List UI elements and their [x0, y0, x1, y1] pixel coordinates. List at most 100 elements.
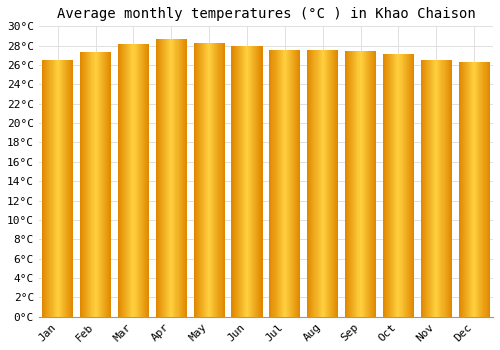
Bar	[121, 44, 122, 317]
Bar	[276, 49, 278, 317]
Bar	[172, 39, 174, 317]
Bar	[421, 60, 422, 317]
Bar	[250, 46, 251, 317]
Bar	[168, 39, 170, 317]
Bar	[251, 46, 252, 317]
Bar	[292, 49, 293, 317]
Bar	[347, 51, 348, 317]
Bar	[468, 62, 469, 317]
Bar	[295, 49, 296, 317]
Bar	[408, 54, 409, 317]
Bar	[176, 39, 178, 317]
Bar	[471, 62, 472, 317]
Bar	[383, 54, 384, 317]
Bar	[328, 49, 329, 317]
Bar	[118, 44, 119, 317]
Bar	[432, 60, 433, 317]
Bar	[134, 44, 136, 317]
Bar	[252, 46, 253, 317]
Bar	[462, 62, 463, 317]
Bar	[391, 54, 392, 317]
Bar	[486, 62, 488, 317]
Bar	[44, 60, 46, 317]
Bar	[427, 60, 428, 317]
Bar	[470, 62, 471, 317]
Bar	[241, 46, 242, 317]
Bar	[163, 39, 164, 317]
Bar	[253, 46, 254, 317]
Bar	[102, 52, 103, 317]
Bar	[238, 46, 240, 317]
Bar	[120, 44, 121, 317]
Bar	[307, 49, 308, 317]
Bar	[293, 49, 294, 317]
Bar	[364, 51, 366, 317]
Bar	[98, 52, 100, 317]
Bar	[373, 51, 374, 317]
Bar	[204, 43, 205, 317]
Bar	[162, 39, 163, 317]
Bar	[258, 46, 260, 317]
Bar	[42, 60, 43, 317]
Bar	[324, 49, 325, 317]
Bar	[85, 52, 86, 317]
Bar	[234, 46, 236, 317]
Bar	[360, 51, 362, 317]
Bar	[66, 60, 67, 317]
Bar	[178, 39, 180, 317]
Bar	[402, 54, 404, 317]
Bar	[325, 49, 326, 317]
Bar	[469, 62, 470, 317]
Bar	[384, 54, 385, 317]
Bar	[86, 52, 88, 317]
Bar	[270, 49, 272, 317]
Bar	[312, 49, 314, 317]
Bar	[184, 39, 186, 317]
Bar	[446, 60, 448, 317]
Bar	[465, 62, 466, 317]
Bar	[208, 43, 209, 317]
Bar	[438, 60, 440, 317]
Bar	[350, 51, 352, 317]
Bar	[290, 49, 291, 317]
Bar	[326, 49, 327, 317]
Bar	[214, 43, 216, 317]
Bar	[68, 60, 69, 317]
Bar	[329, 49, 330, 317]
Bar	[318, 49, 320, 317]
Bar	[412, 54, 413, 317]
Bar	[308, 49, 310, 317]
Bar	[356, 51, 358, 317]
Bar	[280, 49, 282, 317]
Bar	[448, 60, 450, 317]
Bar	[374, 51, 375, 317]
Bar	[370, 51, 371, 317]
Bar	[71, 60, 72, 317]
Bar	[409, 54, 410, 317]
Bar	[166, 39, 167, 317]
Bar	[423, 60, 424, 317]
Bar	[440, 60, 442, 317]
Bar	[70, 60, 71, 317]
Bar	[72, 60, 74, 317]
Bar	[90, 52, 92, 317]
Bar	[67, 60, 68, 317]
Bar	[368, 51, 369, 317]
Bar	[169, 39, 170, 317]
Bar	[100, 52, 101, 317]
Bar	[385, 54, 386, 317]
Bar	[65, 60, 66, 317]
Bar	[450, 60, 451, 317]
Bar	[199, 43, 200, 317]
Bar	[320, 49, 322, 317]
Bar	[248, 46, 249, 317]
Bar	[148, 44, 149, 317]
Bar	[205, 43, 206, 317]
Bar	[274, 49, 276, 317]
Bar	[434, 60, 436, 317]
Bar	[336, 49, 337, 317]
Bar	[246, 46, 247, 317]
Bar	[132, 44, 134, 317]
Bar	[444, 60, 446, 317]
Bar	[210, 43, 212, 317]
